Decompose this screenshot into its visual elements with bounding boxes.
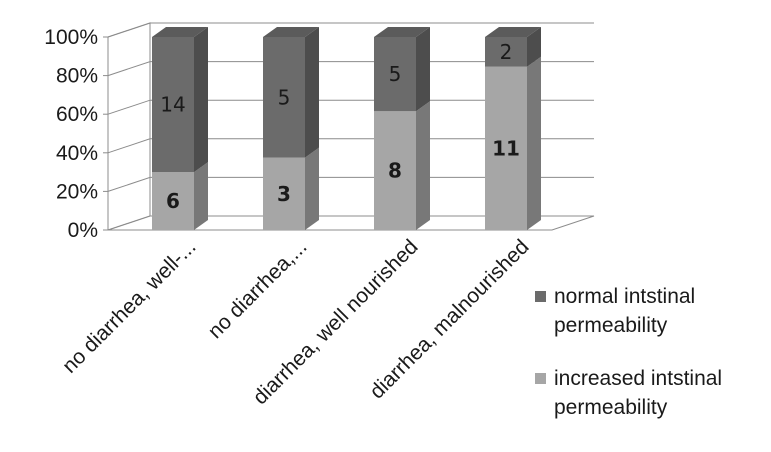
y-tick-label: 80% — [56, 65, 98, 88]
data-label: 5 — [389, 62, 402, 86]
bar-stack: 6 14 — [152, 27, 208, 230]
bar-top — [374, 27, 430, 37]
gridlines — [107, 22, 594, 192]
bar-segment-side — [416, 101, 430, 230]
bar-segment — [374, 37, 416, 112]
y-tick-label: 100% — [44, 26, 98, 49]
bar-segment — [152, 172, 194, 230]
x-axis-ticks: no diarrhea, well-... no diarrhea,...diar… — [58, 235, 534, 409]
gridline — [107, 99, 594, 115]
bar-segment-side — [194, 162, 208, 230]
bar-segment — [374, 111, 416, 230]
data-label: 6 — [166, 189, 180, 213]
bar-segment-side — [527, 27, 541, 67]
legend-item-increased: increased intstinal permeability — [535, 364, 767, 424]
gridline — [107, 176, 594, 192]
data-label: 8 — [388, 159, 402, 183]
y-axis-ticks: 0% 20% 40% 60% 80% 100% — [44, 26, 108, 242]
bar-stack: 35 — [263, 27, 319, 230]
gridline — [107, 61, 594, 77]
legend-swatch-normal — [535, 291, 546, 302]
bar-top — [263, 27, 319, 37]
bar-segment-side — [305, 27, 319, 158]
bar-segment-side — [527, 56, 541, 230]
bar-stack: 85 — [374, 27, 430, 230]
data-label: 14 — [160, 93, 185, 117]
bar-segment — [263, 157, 305, 230]
y-tick-label: 0% — [68, 219, 98, 242]
bar-segment — [152, 37, 194, 173]
legend-label-increased: increased intstinal permeability — [554, 367, 723, 419]
bar-segment-side — [416, 27, 430, 112]
data-label: 2 — [500, 40, 513, 64]
y-tick-label: 60% — [56, 103, 98, 126]
bar-segment — [485, 37, 527, 67]
bar-segment — [485, 66, 527, 230]
x-tick-label: no diarrhea,... — [204, 235, 312, 343]
data-label: 11 — [492, 136, 520, 160]
legend-item-normal: normal intstinal permeability — [535, 282, 767, 342]
legend-swatch-increased — [535, 373, 546, 384]
data-label: 5 — [278, 85, 291, 109]
bar-top — [152, 27, 208, 37]
x-tick-label: no diarrhea, well-... — [58, 235, 201, 378]
legend-label-normal: normal intstinal permeability — [554, 285, 696, 337]
side-wall — [107, 22, 151, 231]
bar-segment-side — [194, 27, 208, 173]
data-label: 3 — [277, 182, 291, 206]
y-tick-label: 20% — [56, 180, 98, 203]
y-tick-label: 40% — [56, 142, 98, 165]
gridline — [107, 22, 594, 38]
bar-segment-side — [305, 147, 319, 230]
gridline — [107, 138, 594, 154]
bar-top — [485, 27, 541, 37]
bar-segment — [263, 37, 305, 158]
bar-stack: 11 2 — [485, 27, 541, 230]
